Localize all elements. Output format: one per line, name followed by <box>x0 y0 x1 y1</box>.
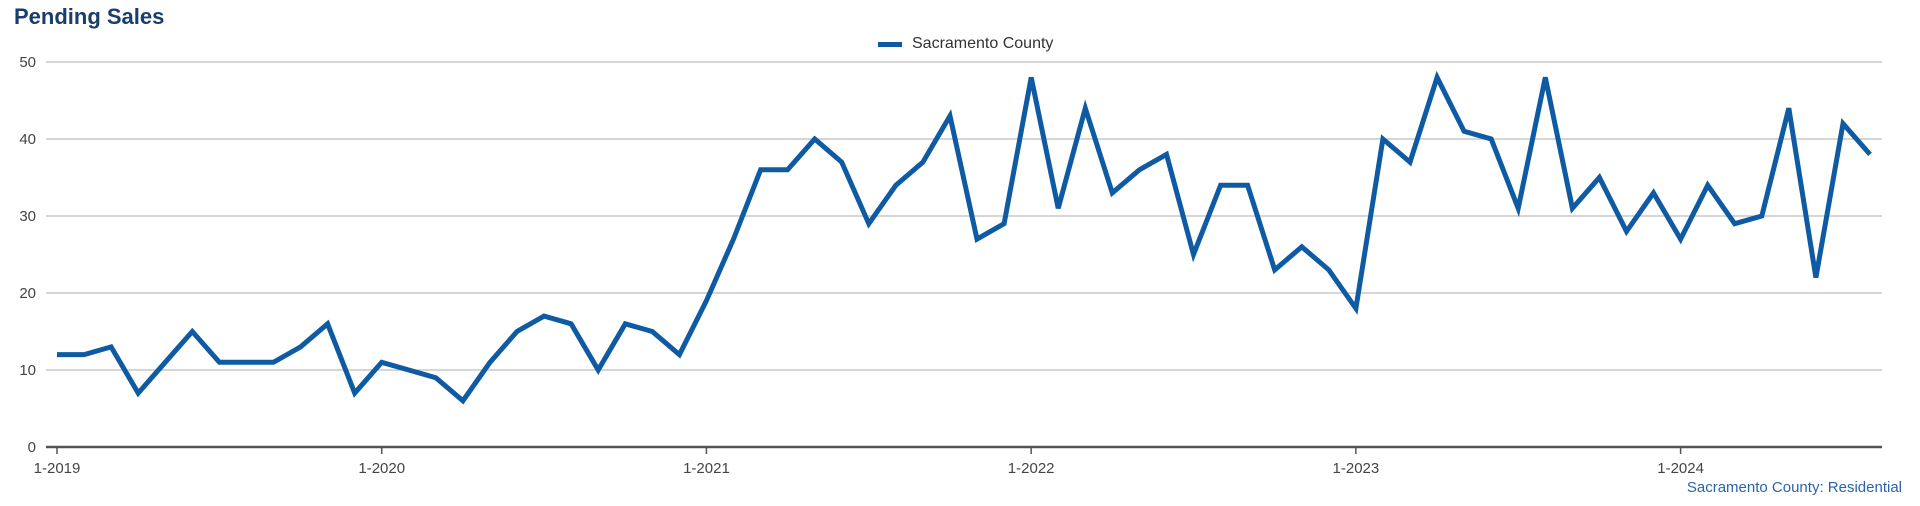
series-line-sacramento-county <box>57 70 1872 405</box>
legend: Sacramento County <box>878 33 1053 55</box>
y-axis-labels: 0 10 20 30 40 50 <box>19 54 36 456</box>
y-tick-label-30: 30 <box>19 208 36 225</box>
legend-swatch-sacramento-county <box>878 41 902 47</box>
grid-lines <box>46 61 1882 371</box>
x-tick-label-1-2023: 1-2023 <box>1333 460 1380 477</box>
chart-title: Pending Sales <box>14 4 165 29</box>
x-tick-label-1-2024: 1-2024 <box>1657 460 1704 477</box>
y-tick-label-50: 50 <box>19 54 36 71</box>
y-tick-label-0: 0 <box>28 439 36 456</box>
x-tick-label-1-2020: 1-2020 <box>358 460 405 477</box>
y-tick-label-40: 40 <box>19 131 36 148</box>
x-tick-label-1-2021: 1-2021 <box>683 460 730 477</box>
x-tick-label-1-2019: 1-2019 <box>34 460 81 477</box>
footer-note: Sacramento County: Residential <box>1686 479 1902 496</box>
series-group <box>57 70 1872 405</box>
x-axis: 1-2019 1-2020 1-2021 1-2022 1-2023 1-2024 <box>34 445 1882 477</box>
x-tick-label-1-2022: 1-2022 <box>1008 460 1055 477</box>
y-tick-label-20: 20 <box>19 285 36 302</box>
legend-label-sacramento-county: Sacramento County <box>912 35 1054 52</box>
y-tick-label-10: 10 <box>19 362 36 379</box>
